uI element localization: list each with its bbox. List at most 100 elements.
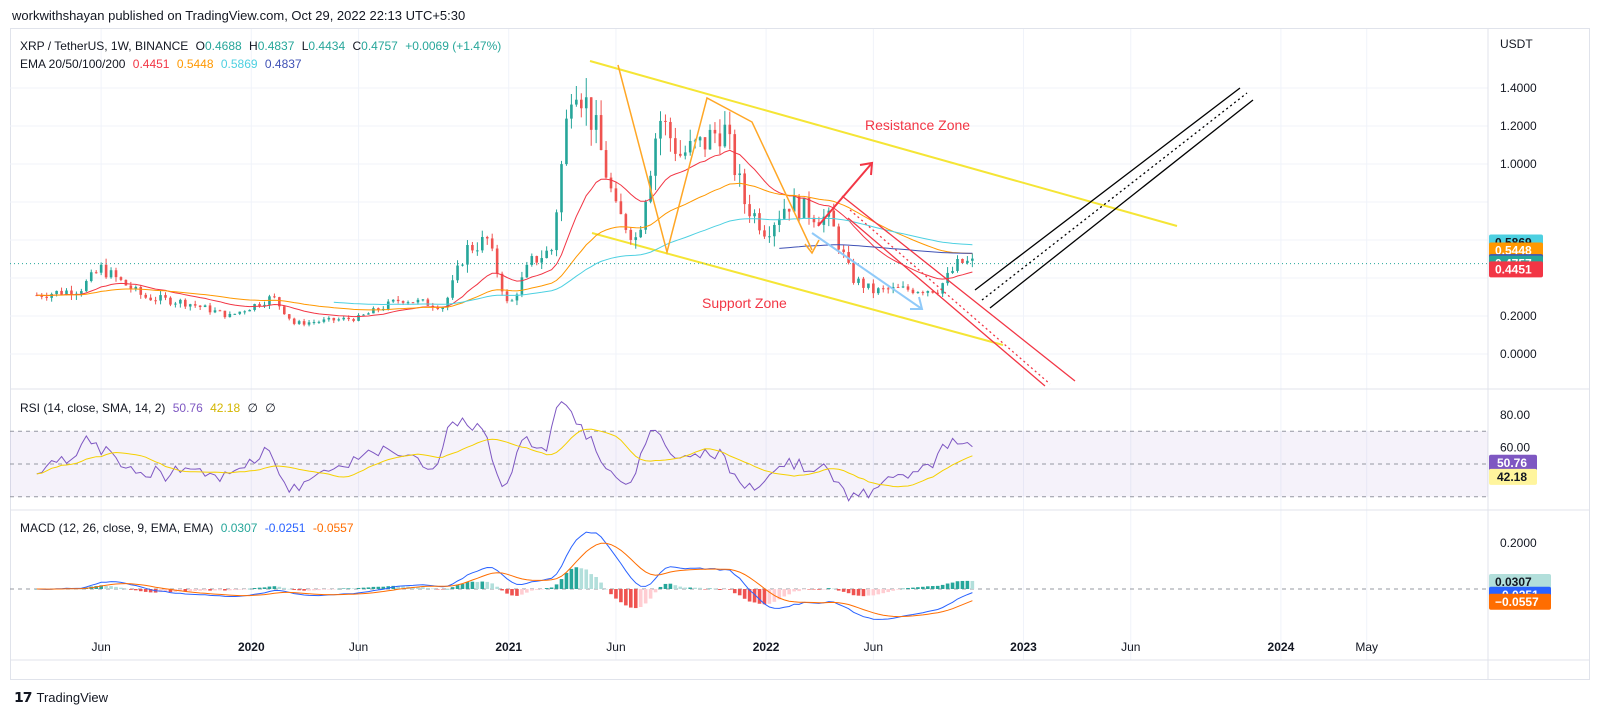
candle-body	[362, 314, 365, 316]
tradingview-logo[interactable]: 𝟭𝟳 TradingView	[14, 689, 108, 706]
macd-histogram-bar	[950, 582, 955, 589]
candle-body	[589, 97, 593, 130]
macd-histogram-bar	[421, 587, 425, 589]
red-channel-mid	[849, 209, 1051, 385]
macd-histogram-bar	[965, 580, 970, 589]
candle-body	[664, 120, 667, 122]
candle-body	[139, 286, 143, 295]
close-value: 0.4757	[361, 39, 398, 53]
macd-histogram-bar	[955, 581, 960, 589]
macd-histogram-bar	[668, 583, 673, 589]
macd-histogram-bar	[203, 589, 207, 591]
candle-body	[144, 294, 147, 298]
candle-body	[669, 121, 672, 139]
x-tick-label: 2020	[238, 640, 265, 654]
macd-histogram-bar	[163, 589, 168, 592]
candle-body	[599, 115, 603, 151]
macd-histogram-bar	[322, 589, 326, 590]
high-label: H	[249, 39, 258, 53]
macd-histogram-bar	[619, 589, 623, 603]
macd-histogram-bar	[574, 567, 579, 589]
symbol-label[interactable]: XRP / TetherUS, 1W, BINANCE	[20, 39, 189, 53]
candle-body	[911, 289, 915, 294]
macd-histogram-bar	[431, 588, 435, 590]
macd-histogram-bar	[569, 568, 574, 589]
ema20-line	[36, 149, 973, 318]
candle-body	[99, 264, 103, 273]
macd-histogram-bar	[891, 589, 895, 591]
macd-badge	[1489, 593, 1551, 610]
candle-body	[560, 164, 563, 213]
macd-histogram-bar	[361, 587, 366, 589]
macd-histogram-bar	[688, 587, 692, 589]
candle-body	[377, 308, 380, 310]
candle-body	[119, 277, 123, 280]
candle-body	[545, 250, 548, 259]
macd-histogram-bar	[183, 589, 188, 592]
candle-body	[40, 295, 44, 297]
macd-histogram-bar	[371, 586, 376, 589]
macd-histogram-bar	[693, 587, 697, 589]
candle-body	[446, 297, 449, 308]
macd-histogram-bar	[435, 589, 440, 590]
macd-histogram-bar	[683, 587, 688, 589]
candle-body	[238, 311, 242, 314]
candle-body	[679, 153, 682, 156]
candle-body	[812, 217, 816, 223]
macd-signal-line	[36, 542, 973, 618]
ema-label[interactable]: EMA 20/50/100/200	[20, 57, 126, 71]
macd-histogram-bar	[876, 589, 881, 595]
candle-body	[45, 296, 48, 298]
macd-histogram-bar	[926, 586, 930, 589]
macd-histogram-bar	[124, 588, 128, 590]
x-tick-label: 2023	[1010, 640, 1037, 654]
macd-histogram-bar	[247, 588, 252, 590]
macd-histogram-bar	[346, 588, 351, 589]
candle-body	[708, 129, 712, 150]
candle-body	[89, 272, 93, 282]
macd-histogram-bar	[327, 589, 331, 590]
candle-body	[391, 299, 395, 302]
candle-body	[292, 318, 296, 324]
candle-body	[307, 322, 311, 325]
macd-histogram-bar	[544, 588, 549, 589]
candle-body	[426, 299, 430, 306]
macd-histogram-bar	[138, 589, 143, 592]
macd-histogram-bar	[708, 588, 712, 590]
macd-badge-label: 0.0307	[1495, 575, 1532, 589]
candle-body	[575, 99, 578, 105]
tradingview-icon: 𝟭𝟳	[14, 689, 33, 705]
macd-histogram-bar	[470, 581, 475, 589]
macd-histogram-bar	[782, 589, 787, 597]
macd-histogram-bar	[881, 589, 886, 594]
candle-body	[787, 208, 791, 212]
macd-histogram-bar	[856, 589, 861, 596]
candle-body	[337, 319, 341, 321]
macd-histogram-bar	[307, 589, 311, 591]
macd-histogram-bar	[351, 588, 356, 589]
candle-body	[94, 272, 98, 274]
candle-body	[926, 291, 930, 293]
candle-body	[278, 297, 281, 307]
candle-body	[263, 304, 266, 307]
candle-body	[881, 288, 885, 290]
macd-histogram-bar	[336, 588, 341, 590]
candle-body	[723, 124, 727, 147]
rsi-label[interactable]: RSI (14, close, SMA, 14, 2)	[20, 401, 166, 415]
candle-body	[688, 140, 692, 153]
candle-body	[758, 213, 761, 231]
support-trendline	[591, 232, 1004, 346]
macd-histogram-bar	[678, 586, 683, 589]
candle-body	[302, 321, 306, 325]
candle-body	[580, 99, 583, 109]
macd-histogram-bar	[916, 587, 920, 589]
blue-down-arrow	[811, 232, 923, 310]
macd-label[interactable]: MACD (12, 26, close, 9, EMA, EMA)	[20, 521, 214, 535]
candle-body	[396, 299, 400, 302]
x-tick-label: Jun	[349, 640, 368, 654]
candle-body	[659, 120, 662, 139]
candle-body	[644, 201, 647, 230]
price-badge	[1489, 261, 1543, 278]
candle-body	[629, 229, 633, 240]
